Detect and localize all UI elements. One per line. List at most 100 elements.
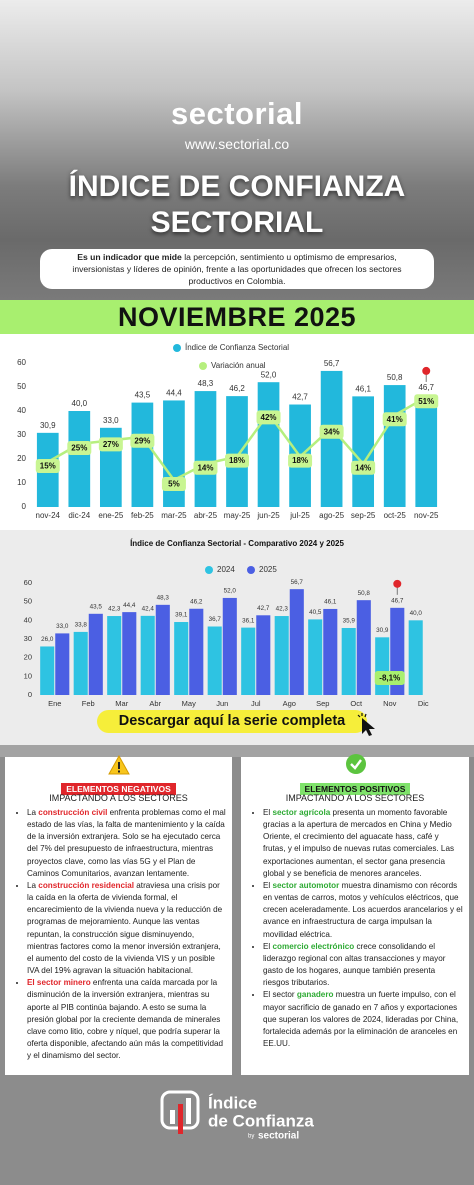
- value-label: 42,4: [142, 606, 155, 613]
- label-box: [161, 477, 186, 491]
- highlight: construcción civil: [38, 808, 108, 817]
- y-tick-label: 20: [17, 454, 26, 463]
- value-label: 50,8: [387, 373, 403, 382]
- value-label: 42,7: [257, 605, 270, 612]
- x-tick-label: jun-25: [256, 511, 280, 520]
- x-tick-label: nov-25: [414, 511, 439, 520]
- legend-label: 2024: [217, 565, 235, 574]
- bar: [68, 411, 91, 507]
- value-label: 46,1: [355, 384, 371, 393]
- value-label: 46,7: [418, 383, 434, 392]
- bar: [194, 391, 217, 507]
- warning-icon: [108, 754, 130, 775]
- x-tick-label: nov-24: [36, 511, 61, 520]
- bar: [189, 608, 204, 695]
- bullet: La construcción civil enfrenta problemas…: [27, 807, 226, 880]
- bullet: El comercio electrónico crece consolidan…: [263, 941, 463, 990]
- legend-marker: [199, 362, 207, 370]
- x-tick-label: feb-25: [131, 511, 154, 520]
- annotation-box: [374, 671, 405, 685]
- logo-bar: [170, 1110, 175, 1124]
- bar: [140, 615, 155, 695]
- bar: [122, 612, 137, 695]
- value-label: 35,9: [343, 618, 356, 625]
- bar: [352, 396, 375, 507]
- cursor-icon: [357, 713, 375, 736]
- bar: [256, 615, 271, 695]
- title: SECTORIAL: [150, 206, 324, 239]
- y-tick-label: 10: [24, 671, 32, 680]
- value-label: 18%: [292, 456, 308, 465]
- text: El: [263, 880, 273, 890]
- value-label: 42,7: [292, 393, 308, 402]
- value-label: 40,0: [410, 610, 423, 617]
- chart-monthly: 0 10 20 30 40 50 60 nov-24 dic-24 ene-25 feb-25 mar…: [0, 334, 474, 530]
- bar: [226, 396, 248, 507]
- y-tick-label: 40: [24, 615, 32, 624]
- value-label: 14%: [197, 463, 213, 472]
- logo-title: Índice: [208, 1093, 257, 1112]
- value-label: 50,8: [358, 590, 371, 597]
- bar: [155, 604, 170, 695]
- highlight: comercio electrónico: [272, 941, 355, 951]
- value-label: 51%: [418, 397, 434, 406]
- value-label: 36,1: [242, 617, 255, 624]
- logo-title: de Confianza: [208, 1111, 314, 1130]
- positives-subtitle: IMPACTANDO A LOS SECTORES: [285, 793, 425, 803]
- x-tick-label: Jun: [216, 699, 228, 708]
- bar: [73, 631, 88, 695]
- y-tick-label: 0: [28, 690, 32, 699]
- check-icon: [346, 754, 366, 774]
- value-label: 27%: [103, 440, 119, 449]
- bar: [323, 608, 338, 695]
- positives-panel: ELEMENTOS POSITIVOS IMPACTANDO A LOS SEC…: [241, 754, 469, 1075]
- logo-brand: sectorial: [258, 1131, 299, 1142]
- bar: [241, 627, 256, 695]
- value-label: 48,3: [198, 379, 214, 388]
- value-label: 39,1: [175, 612, 188, 619]
- negatives-subtitle: IMPACTANDO A LOS SECTORES: [49, 793, 188, 803]
- negatives-tag: ELEMENTOS NEGATIVOS: [61, 783, 176, 795]
- label-box: [351, 460, 376, 475]
- value-label: 34%: [324, 427, 340, 436]
- bar: [40, 646, 55, 695]
- value-label: 33,8: [75, 622, 88, 629]
- x-tick-label: Sep: [316, 699, 329, 708]
- value-label: 52,0: [224, 588, 237, 595]
- text: enfrenta una caída marcada por la dismin…: [27, 978, 224, 1061]
- y-tick-label: 30: [17, 430, 26, 439]
- bar: [131, 402, 154, 507]
- y-tick-label: 60: [17, 358, 26, 367]
- download-button[interactable]: Descargar aquí la serie completa: [97, 710, 367, 733]
- label-box: [382, 412, 407, 427]
- value-label: 14%: [355, 463, 371, 472]
- value-label: 15%: [40, 462, 56, 471]
- label-box: [193, 460, 218, 475]
- value-label: 56,7: [291, 579, 304, 586]
- value-label: 40,5: [309, 609, 322, 616]
- y-tick-label: 0: [22, 502, 27, 511]
- x-tick-label: Ago: [283, 699, 296, 708]
- value-label: 52,0: [261, 370, 277, 379]
- text: El: [263, 808, 273, 817]
- period-banner: NOVIEMBRE 2025: [0, 300, 474, 334]
- value-label: 30,9: [376, 627, 389, 634]
- highlight: construcción residencial: [38, 880, 135, 890]
- bar: [274, 616, 289, 695]
- value-label: 40,0: [72, 399, 88, 408]
- description: Es un indicador que mide la percepción, …: [40, 249, 434, 289]
- bullet: El sector minero enfrenta una caída marc…: [27, 977, 226, 1062]
- label-box: [256, 410, 281, 425]
- negatives-panel: ELEMENTOS NEGATIVOS IMPACTANDO A LOS SEC…: [5, 754, 232, 1075]
- x-tick-label: May: [182, 699, 196, 708]
- bar: [88, 613, 103, 695]
- positives-list: El sector agrícola presenta un momento f…: [241, 807, 463, 1050]
- bar: [257, 382, 280, 507]
- divider: [0, 745, 474, 757]
- text: atraviesa una crisis por la caída en la …: [27, 880, 223, 976]
- value-label: 26,0: [41, 636, 54, 643]
- value-label: 44,4: [166, 389, 182, 398]
- x-tick-label: may-25: [224, 511, 251, 520]
- chart-comparison: Índice de Confianza Sectorial - Comparat…: [0, 530, 474, 745]
- value-label: 42%: [261, 413, 277, 422]
